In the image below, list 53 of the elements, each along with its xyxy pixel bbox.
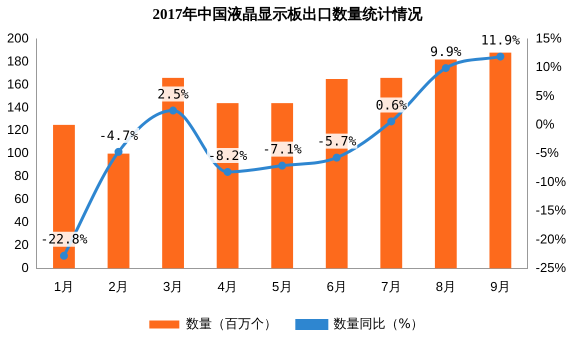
y2-tick-label: -5% — [536, 145, 560, 160]
x-tick-label: 9月 — [490, 278, 510, 294]
x-tick-label: 1月 — [54, 278, 74, 294]
y-tick-label: 0 — [21, 260, 29, 275]
y2-tick-label: 15% — [536, 30, 562, 46]
x-tick-label: 2月 — [108, 278, 129, 294]
y2-tick-label: -15% — [536, 202, 566, 218]
x-tick-label: 6月 — [326, 278, 347, 294]
y-tick-label: 140 — [6, 99, 29, 114]
data-label: -5.7% — [317, 134, 356, 150]
x-tick-label: 4月 — [218, 278, 238, 294]
bar — [489, 52, 512, 268]
data-label: -22.8% — [40, 232, 88, 248]
point — [60, 252, 68, 260]
y-tick-label: 20 — [14, 237, 29, 252]
data-label: 9.9% — [430, 44, 462, 60]
x-tick-label: 8月 — [436, 278, 456, 294]
y2-tick-label: -10% — [536, 174, 566, 189]
point — [114, 148, 123, 156]
y2-tick-label: -20% — [536, 231, 566, 246]
y-tick-label: 200 — [6, 30, 29, 46]
data-label: 2.5% — [157, 87, 189, 102]
y-tick-label: 60 — [14, 191, 29, 206]
point — [496, 52, 504, 61]
y2-tick-label: -25% — [536, 260, 566, 275]
y2-tick-label: 5% — [536, 88, 555, 103]
data-label: -4.7% — [98, 128, 138, 144]
legend-label: 数量（百万个） — [186, 316, 277, 332]
x-tick-label: 7月 — [381, 278, 402, 294]
bar — [108, 154, 130, 268]
data-label: 0.6% — [376, 98, 408, 114]
point — [224, 168, 232, 176]
y-tick-label: 180 — [6, 53, 29, 68]
bar — [434, 59, 457, 268]
point — [387, 117, 396, 126]
x-tick-label: 3月 — [162, 278, 184, 294]
y-tick-label: 100 — [6, 145, 29, 160]
y-tick-label: 80 — [14, 168, 29, 184]
y2-tick-label: 0% — [536, 116, 555, 132]
y-tick-label: 120 — [6, 122, 29, 138]
data-label: -7.1% — [262, 142, 302, 158]
point — [442, 64, 450, 72]
x-tick-label: 5月 — [272, 278, 292, 294]
point — [332, 154, 341, 162]
y-tick-label: 40 — [14, 214, 29, 230]
y-tick-label: 160 — [6, 76, 29, 92]
chart-title: 2017年中国液晶显示板出口数量统计情况 — [152, 5, 424, 25]
y2-tick-label: 10% — [536, 59, 562, 74]
point — [169, 106, 178, 115]
data-label: 11.9% — [480, 33, 520, 48]
legend-label: 数量同比（%） — [333, 316, 424, 332]
data-label: -8.2% — [208, 148, 248, 164]
point — [278, 162, 286, 170]
